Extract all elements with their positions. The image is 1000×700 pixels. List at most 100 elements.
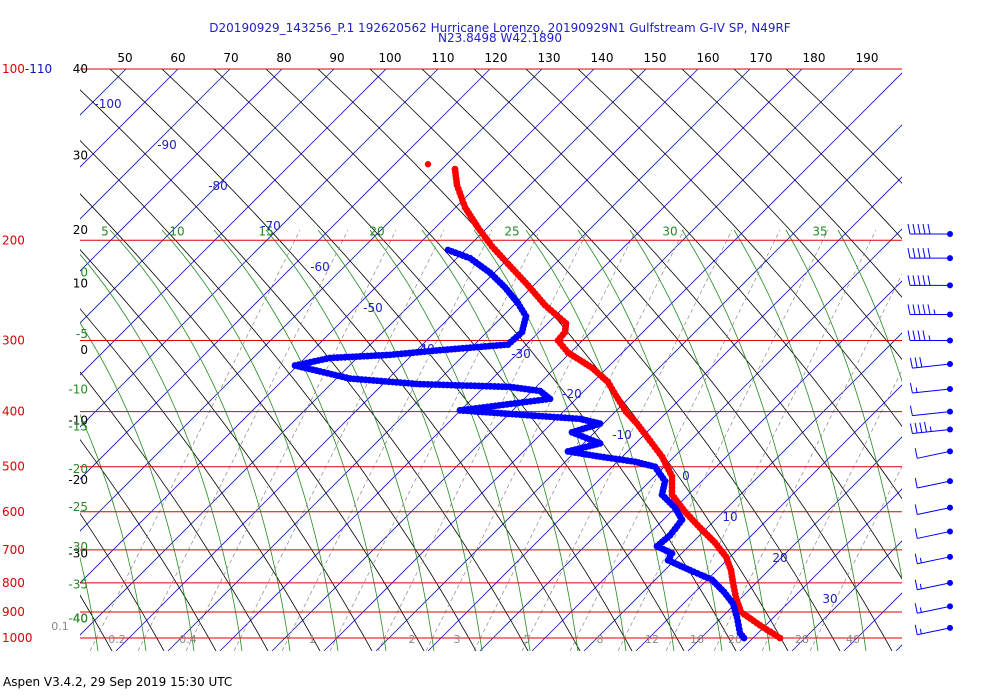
wind-barb-half-flag	[919, 607, 922, 613]
mixing-ratio-line	[521, 229, 733, 651]
wind-barb-flag	[922, 248, 926, 259]
wind-barb	[909, 405, 953, 417]
wind-barb-flag	[914, 624, 918, 635]
dry-adiabat-line	[317, 69, 789, 651]
dewpoint-point	[740, 634, 748, 642]
isotherm-line	[80, 69, 595, 584]
pressure-label-110: -110	[25, 62, 52, 76]
dry-adiabat-line	[421, 69, 893, 651]
wind-barb-flag	[914, 357, 918, 368]
wind-barb-half-flag	[919, 583, 922, 589]
wind-barb-staff	[917, 450, 951, 459]
isotherm-line	[687, 436, 902, 651]
moist-adiabat-line	[525, 229, 675, 651]
background-grid	[0, 69, 902, 651]
wind-barb-flag	[917, 248, 921, 259]
isotherm-line	[479, 228, 902, 651]
isotherm-line	[0, 69, 22, 651]
wind-barb-flag	[912, 304, 916, 315]
wind-barb-half-flag	[915, 387, 918, 393]
isotherm-label: -80	[208, 179, 228, 193]
mixing-ratio-line	[89, 229, 301, 651]
theta-e-label: 35	[812, 224, 827, 238]
pressure-label: 200	[2, 233, 25, 247]
isotherm-label: 0	[682, 469, 690, 483]
wind-barb-flag	[922, 304, 926, 315]
isotherm-label: -10	[612, 428, 632, 442]
wind-barb-flag	[912, 223, 916, 235]
isotherm-label: -60	[310, 260, 330, 274]
dry-adiabat-line	[473, 69, 902, 580]
wind-barb-staff	[912, 388, 951, 394]
isotherm-line	[219, 69, 803, 651]
dry-adiabat-line	[629, 69, 902, 361]
mixing-ratio-line	[473, 229, 685, 651]
isotherm-label: -70	[261, 219, 281, 233]
left-temp-label: -20	[68, 473, 88, 487]
isotherm-line	[635, 384, 902, 651]
wind-barb-flag	[922, 223, 926, 235]
wind-barb	[914, 624, 953, 636]
mixing-ratio-line	[665, 229, 877, 651]
top-tick-label: 70	[223, 51, 238, 65]
left-green-label: -10	[68, 383, 88, 397]
top-tick-label: 90	[329, 51, 344, 65]
isotherm-line	[80, 69, 179, 168]
mixing-ratio-line	[281, 229, 493, 651]
top-tick-label: 180	[803, 51, 826, 65]
mixing-ratio-line	[185, 229, 397, 651]
isotherm-line	[80, 69, 127, 116]
isotherm-line	[531, 280, 902, 651]
top-tick-label: 190	[856, 51, 879, 65]
pressure-label: 600	[2, 505, 25, 519]
wind-barb-flag	[914, 448, 918, 459]
wind-barb	[914, 528, 953, 539]
temperature-stray-point	[424, 161, 432, 168]
left-temp-label: 0	[80, 343, 88, 357]
top-tick-label: 110	[432, 51, 455, 65]
dry-adiabat-line	[80, 512, 165, 651]
wind-barb-flag	[919, 422, 923, 433]
wind-barb-flag	[909, 382, 913, 394]
wind-barb	[909, 357, 953, 369]
wind-barb	[914, 448, 953, 459]
pressure-label: 500	[2, 460, 25, 474]
wind-barb-flag	[917, 330, 921, 341]
wind-barb-flag	[927, 275, 931, 286]
wind-barb	[907, 275, 953, 289]
mixing-ratio-label: 0.4	[179, 633, 197, 646]
wind-barb-flag	[907, 304, 911, 315]
isotherm-line	[167, 69, 751, 651]
left-temp-label: 30	[73, 149, 88, 163]
left-green-label: -20	[68, 462, 88, 476]
wind-barb-flag	[922, 275, 926, 286]
pressure-label-100: 100	[2, 62, 25, 76]
mixing-ratio-label: 3	[454, 633, 461, 646]
mixing-ratio-line	[377, 229, 589, 651]
mixing-ratio-label: 40	[846, 633, 860, 646]
dry-adiabat-line	[80, 140, 477, 651]
moist-adiabat-line	[80, 556, 99, 651]
isotherm-line	[80, 69, 231, 220]
top-tick-label: 100	[379, 51, 402, 65]
isotherm-line	[80, 69, 335, 324]
pressure-label: 800	[2, 576, 25, 590]
dry-adiabat-line	[785, 69, 902, 184]
top-tick-label: 140	[591, 51, 614, 65]
wind-barb-flag	[927, 223, 931, 235]
wind-barb-flag	[907, 275, 911, 286]
moist-adiabat-line	[109, 229, 291, 651]
isotherm-line	[0, 69, 74, 651]
left-green-label: -25	[68, 500, 88, 514]
wind-barb-flag	[927, 304, 931, 315]
wind-barb-flag	[909, 423, 913, 434]
moist-adiabat-line	[161, 229, 339, 651]
wind-barb-staff	[917, 556, 951, 565]
theta-e-label: 5	[101, 224, 109, 238]
isotherm-line	[843, 592, 902, 651]
left-temp-label: -10	[68, 414, 88, 428]
wind-barb-flag	[907, 248, 911, 259]
wind-barb	[914, 603, 953, 614]
moist-adiabat-line	[681, 229, 819, 651]
